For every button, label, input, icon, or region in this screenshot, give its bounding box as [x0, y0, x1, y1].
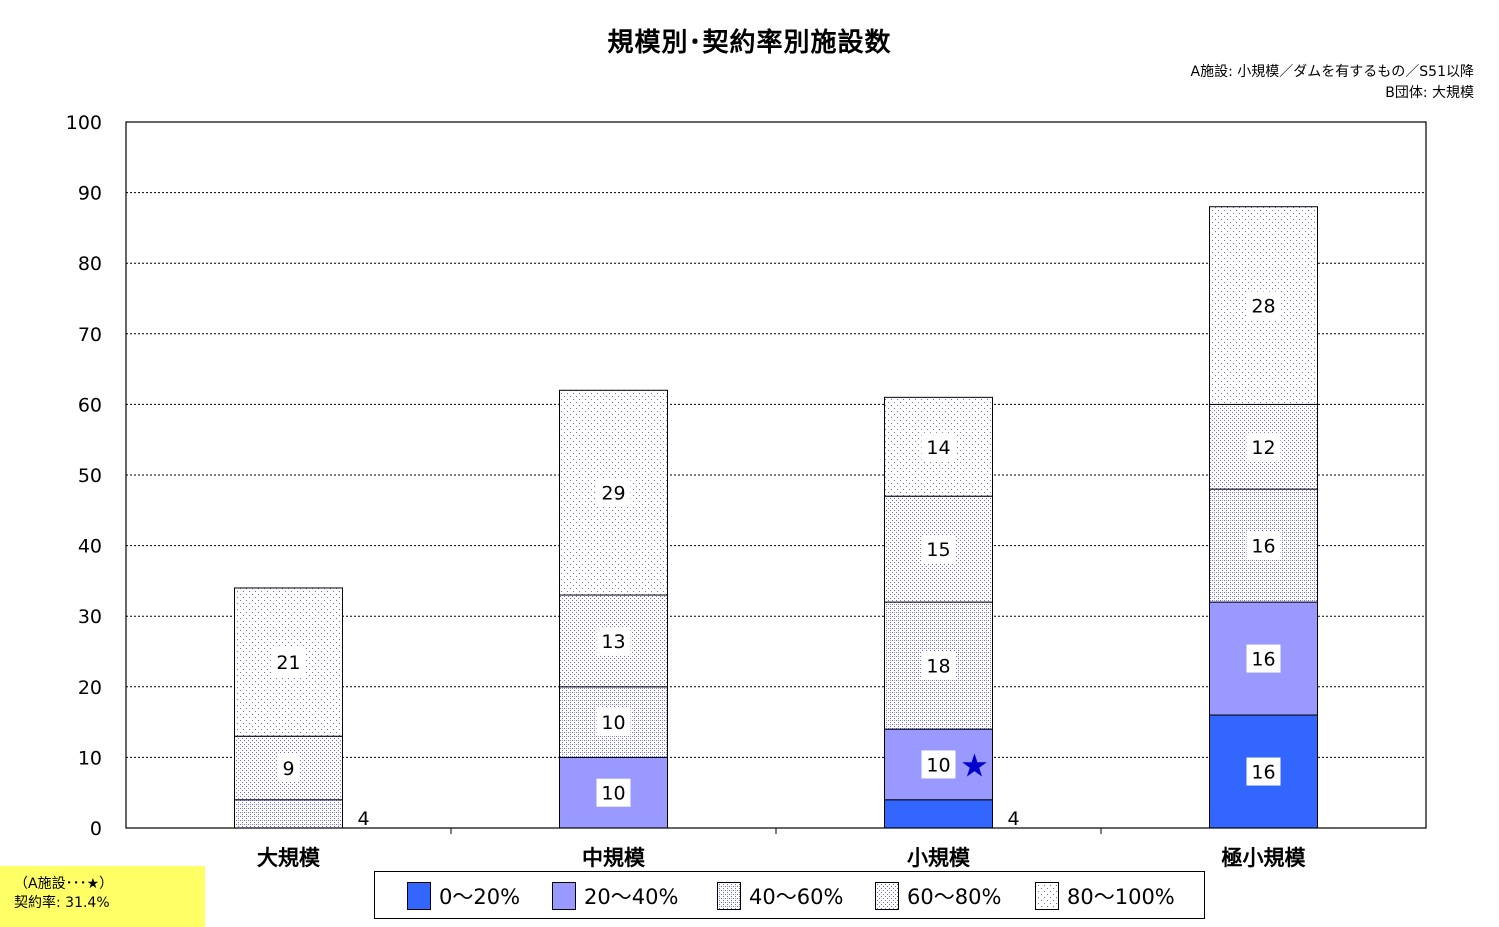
note-a-facility: A施設: 小規模／ダムを有するもの／S51以降	[1190, 64, 1474, 80]
x-tick-label: 大規模	[257, 846, 321, 870]
legend-swatch	[875, 882, 899, 910]
data-label: 12	[1251, 437, 1275, 459]
info-box-line2: 契約率: 31.4%	[14, 895, 110, 911]
data-label: 10	[926, 754, 950, 776]
legend-label: 60～80%	[907, 885, 1002, 909]
data-label-bg	[1246, 757, 1281, 786]
axes: 0 10 20 30 40 50 60 70 80 90 100 大規模 中規模 小規模 極小規模	[66, 112, 1427, 870]
data-label: 29	[601, 483, 625, 505]
y-tick-label: 20	[78, 677, 102, 699]
legend: 0～20% 20～40% 40～60% 60～80% 80～100%	[374, 871, 1205, 919]
x-tick-label: 小規模	[907, 846, 971, 870]
x-tick-label: 中規模	[582, 846, 646, 870]
data-label: 16	[1251, 649, 1275, 671]
legend-label: 20～40%	[584, 885, 679, 909]
data-label-bg	[1246, 644, 1281, 673]
legend-swatch	[1035, 882, 1059, 910]
legend-item: 60～80%	[875, 882, 1001, 910]
info-box: （A施設･･･★） 契約率: 31.4%	[0, 866, 205, 927]
y-tick-label: 30	[78, 606, 102, 628]
legend-item: 20～40%	[552, 882, 678, 910]
data-label-bg	[1246, 531, 1281, 560]
y-tick-label: 50	[78, 465, 102, 487]
y-tick-label: 100	[66, 112, 102, 134]
y-tick-label: 80	[78, 253, 102, 275]
bars	[234, 206, 1318, 829]
bar-segment	[234, 799, 343, 829]
data-label: 4	[1007, 808, 1019, 830]
data-label-bg	[921, 535, 956, 564]
data-label: 10	[601, 783, 625, 805]
legend-item: 40～60%	[717, 882, 843, 910]
data-label-bg	[921, 651, 956, 680]
y-tick-label: 60	[78, 394, 102, 416]
data-label: 28	[1251, 296, 1275, 318]
legend-label: 80～100%	[1067, 885, 1175, 909]
data-label: 15	[926, 539, 950, 561]
y-tick-label: 10	[78, 747, 102, 769]
legend-swatch	[552, 882, 576, 910]
y-tick-label: 0	[90, 818, 102, 840]
bar-segment	[234, 735, 343, 801]
legend-label: 0～20%	[439, 885, 521, 909]
info-box-line1: （A施設･･･★）	[14, 876, 114, 892]
data-label: 21	[276, 652, 300, 674]
legend-swatch	[717, 882, 741, 910]
data-label: 14	[926, 437, 950, 459]
data-label: 13	[601, 631, 625, 653]
data-label-bg	[277, 753, 300, 782]
y-tick-label: 40	[78, 536, 102, 558]
data-label: 16	[1251, 762, 1275, 784]
data-label-bg	[921, 750, 956, 779]
data-label: 16	[1251, 536, 1275, 558]
chart-title: 規模別･契約率別施設数	[607, 28, 892, 58]
data-labels: 4 9 21 10 10 13 29 4 10 18 15 14 16 16 16 12 28 ★	[271, 291, 1281, 830]
data-label: 9	[282, 758, 294, 780]
data-label-bg	[596, 626, 631, 655]
legend-label: 40～60%	[749, 885, 844, 909]
data-label-bg	[921, 432, 956, 461]
data-label: 10	[601, 712, 625, 734]
bar-segment	[884, 799, 993, 829]
star-marker: ★	[960, 746, 989, 784]
note-b-group: B団体: 大規模	[1385, 85, 1474, 101]
data-label-bg	[271, 648, 306, 677]
data-label-bg	[596, 478, 631, 507]
data-label-bg	[596, 778, 631, 807]
data-label-bg	[1246, 291, 1281, 320]
x-tick-label: 極小規模	[1222, 846, 1307, 870]
legend-item: 0～20%	[407, 882, 520, 910]
data-label: 18	[926, 656, 950, 678]
y-tick-label: 90	[78, 183, 102, 205]
data-label-bg	[1246, 432, 1281, 461]
data-label-bg	[596, 708, 631, 737]
data-label: 4	[357, 808, 369, 830]
legend-swatch	[407, 882, 431, 910]
y-tick-label: 70	[78, 324, 102, 346]
legend-item: 80～100%	[1035, 882, 1175, 910]
